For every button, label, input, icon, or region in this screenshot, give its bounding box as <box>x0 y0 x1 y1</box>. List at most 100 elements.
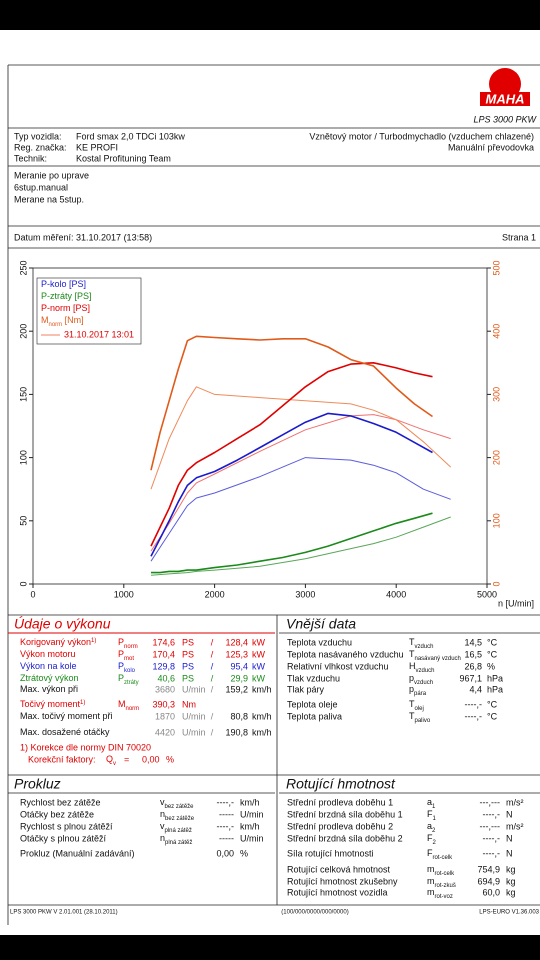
symbol: mrot-voz <box>427 887 453 899</box>
field-value: KE PROFI <box>76 142 118 152</box>
symbol: Mnorm <box>118 699 139 711</box>
x-tick-label: 3000 <box>295 589 315 599</box>
text-part: P-norm [PS] <box>41 303 90 313</box>
value: km/h <box>252 684 272 694</box>
y-tick-label: 50 <box>18 516 28 526</box>
symbol: pvzduch <box>409 673 433 685</box>
section-title: Údaje o výkonu <box>14 616 111 632</box>
x-tick-label: 4000 <box>386 589 406 599</box>
value: / <box>211 727 214 737</box>
curve <box>150 386 452 490</box>
text-part: M <box>118 699 126 709</box>
row-label: Výkon motoru <box>20 649 76 659</box>
value: kW <box>252 637 266 647</box>
page-number: Strana 1 <box>502 232 536 242</box>
value: PS <box>182 661 194 671</box>
subscript: plná zátěž <box>165 828 192 834</box>
curve <box>150 362 433 547</box>
subscript: rot-celk <box>433 855 454 861</box>
unit: hPa <box>487 673 503 683</box>
footer-text: (100/000/0000/000/0000) <box>281 910 348 916</box>
subscript: vzduch <box>415 644 434 650</box>
text-part: n <box>160 809 165 819</box>
note: Merane na 5stup. <box>14 194 84 204</box>
factor-label: Korekční faktory: <box>28 754 96 764</box>
field-label: Reg. značka: <box>14 142 67 152</box>
value: km/h <box>252 711 272 721</box>
section-title: Prokluz <box>14 776 61 792</box>
sheet <box>0 30 540 935</box>
symbol: nbez zátěže <box>160 809 195 821</box>
text-part: v <box>160 797 165 807</box>
subscript: kolo <box>124 668 136 674</box>
subscript: bez zátěže <box>165 804 195 810</box>
row-label: Tlak páry <box>287 684 325 694</box>
legend-entry: 31.10.2017 13:01 <box>64 329 134 339</box>
value: U/min <box>182 711 206 721</box>
subscript: mot <box>124 656 134 662</box>
text-part: Ztrátový výkon <box>20 673 79 683</box>
value: kW <box>252 649 266 659</box>
y-tick-label: 0 <box>18 581 28 586</box>
subscript: ztráty <box>124 680 139 686</box>
subscript: vzduch <box>416 668 435 674</box>
value: 29,9 <box>230 673 248 683</box>
value: 390,3 <box>152 699 175 709</box>
value: 80,8 <box>230 711 248 721</box>
curve <box>150 516 451 576</box>
footer-text: LPS-EURO V1.36.003 <box>479 910 539 916</box>
subscript: pára <box>414 691 427 697</box>
subscript: norm <box>124 644 138 650</box>
field-label: Technik: <box>14 153 47 163</box>
y-tick-label: 200 <box>18 324 28 339</box>
field-label: Typ vozidla: <box>14 131 62 141</box>
value: ----,- <box>483 833 501 843</box>
symbol: Tpalivo <box>409 711 431 723</box>
subscript: 1 <box>433 816 437 822</box>
x-tick-label: 2000 <box>205 589 225 599</box>
value: kW <box>252 673 266 683</box>
value: kW <box>252 661 266 671</box>
row-label: Max. točivý moment při <box>20 711 113 721</box>
subscript: 2 <box>432 828 436 834</box>
text-part: Max. točivý moment při <box>20 711 113 721</box>
value: 0,00 <box>216 848 234 858</box>
row-label: Rychlost bez zátěže <box>20 797 101 807</box>
text-part: n <box>160 833 165 843</box>
row-label: Výkon na kole <box>20 661 77 671</box>
value: 1870 <box>155 711 175 721</box>
unit: kg <box>506 887 516 897</box>
field-value: Ford smax 2,0 TDCi 103kw <box>76 131 185 141</box>
subscript: norm <box>49 322 63 328</box>
logo-bar <box>480 92 530 106</box>
value: PS <box>182 649 194 659</box>
text-part: Výkon na kole <box>20 661 77 671</box>
value: km/h <box>252 727 272 737</box>
logo: MAHA <box>480 68 530 106</box>
x-tick-label: 1000 <box>114 589 134 599</box>
row-label: Prokluz (Manuální zadávání) <box>20 848 135 858</box>
footnote: 1) Korekce dle normy DIN 70020 <box>20 742 151 752</box>
row-label: Max. výkon při <box>20 684 78 694</box>
value: 128,4 <box>225 637 248 647</box>
row-label: Relativní vlhkost vzduchu <box>287 661 389 671</box>
text-part: p <box>409 673 414 683</box>
symbol: Qv <box>106 754 116 766</box>
factor-eq: = <box>124 754 129 764</box>
section-title: Vnější data <box>286 616 356 632</box>
symbol: Tolej <box>409 699 424 711</box>
value: 694,9 <box>477 876 500 886</box>
symbol: vplná zátěž <box>160 821 192 833</box>
row-label: Max. dosažené otáčky <box>20 727 110 737</box>
text-part: P-kolo [PS] <box>41 279 86 289</box>
y-tick-label: 250 <box>18 260 28 275</box>
symbol: Tnasávaný vzduch <box>409 649 461 661</box>
unit: °C <box>487 711 498 721</box>
symbol: mrot-celk <box>427 864 455 876</box>
row-label: Otáčky bez zátěže <box>20 809 94 819</box>
subscript: rot-zkuš <box>435 883 456 889</box>
subscript: olej <box>415 706 424 712</box>
value: 3680 <box>155 684 175 694</box>
value: 4420 <box>155 727 175 737</box>
